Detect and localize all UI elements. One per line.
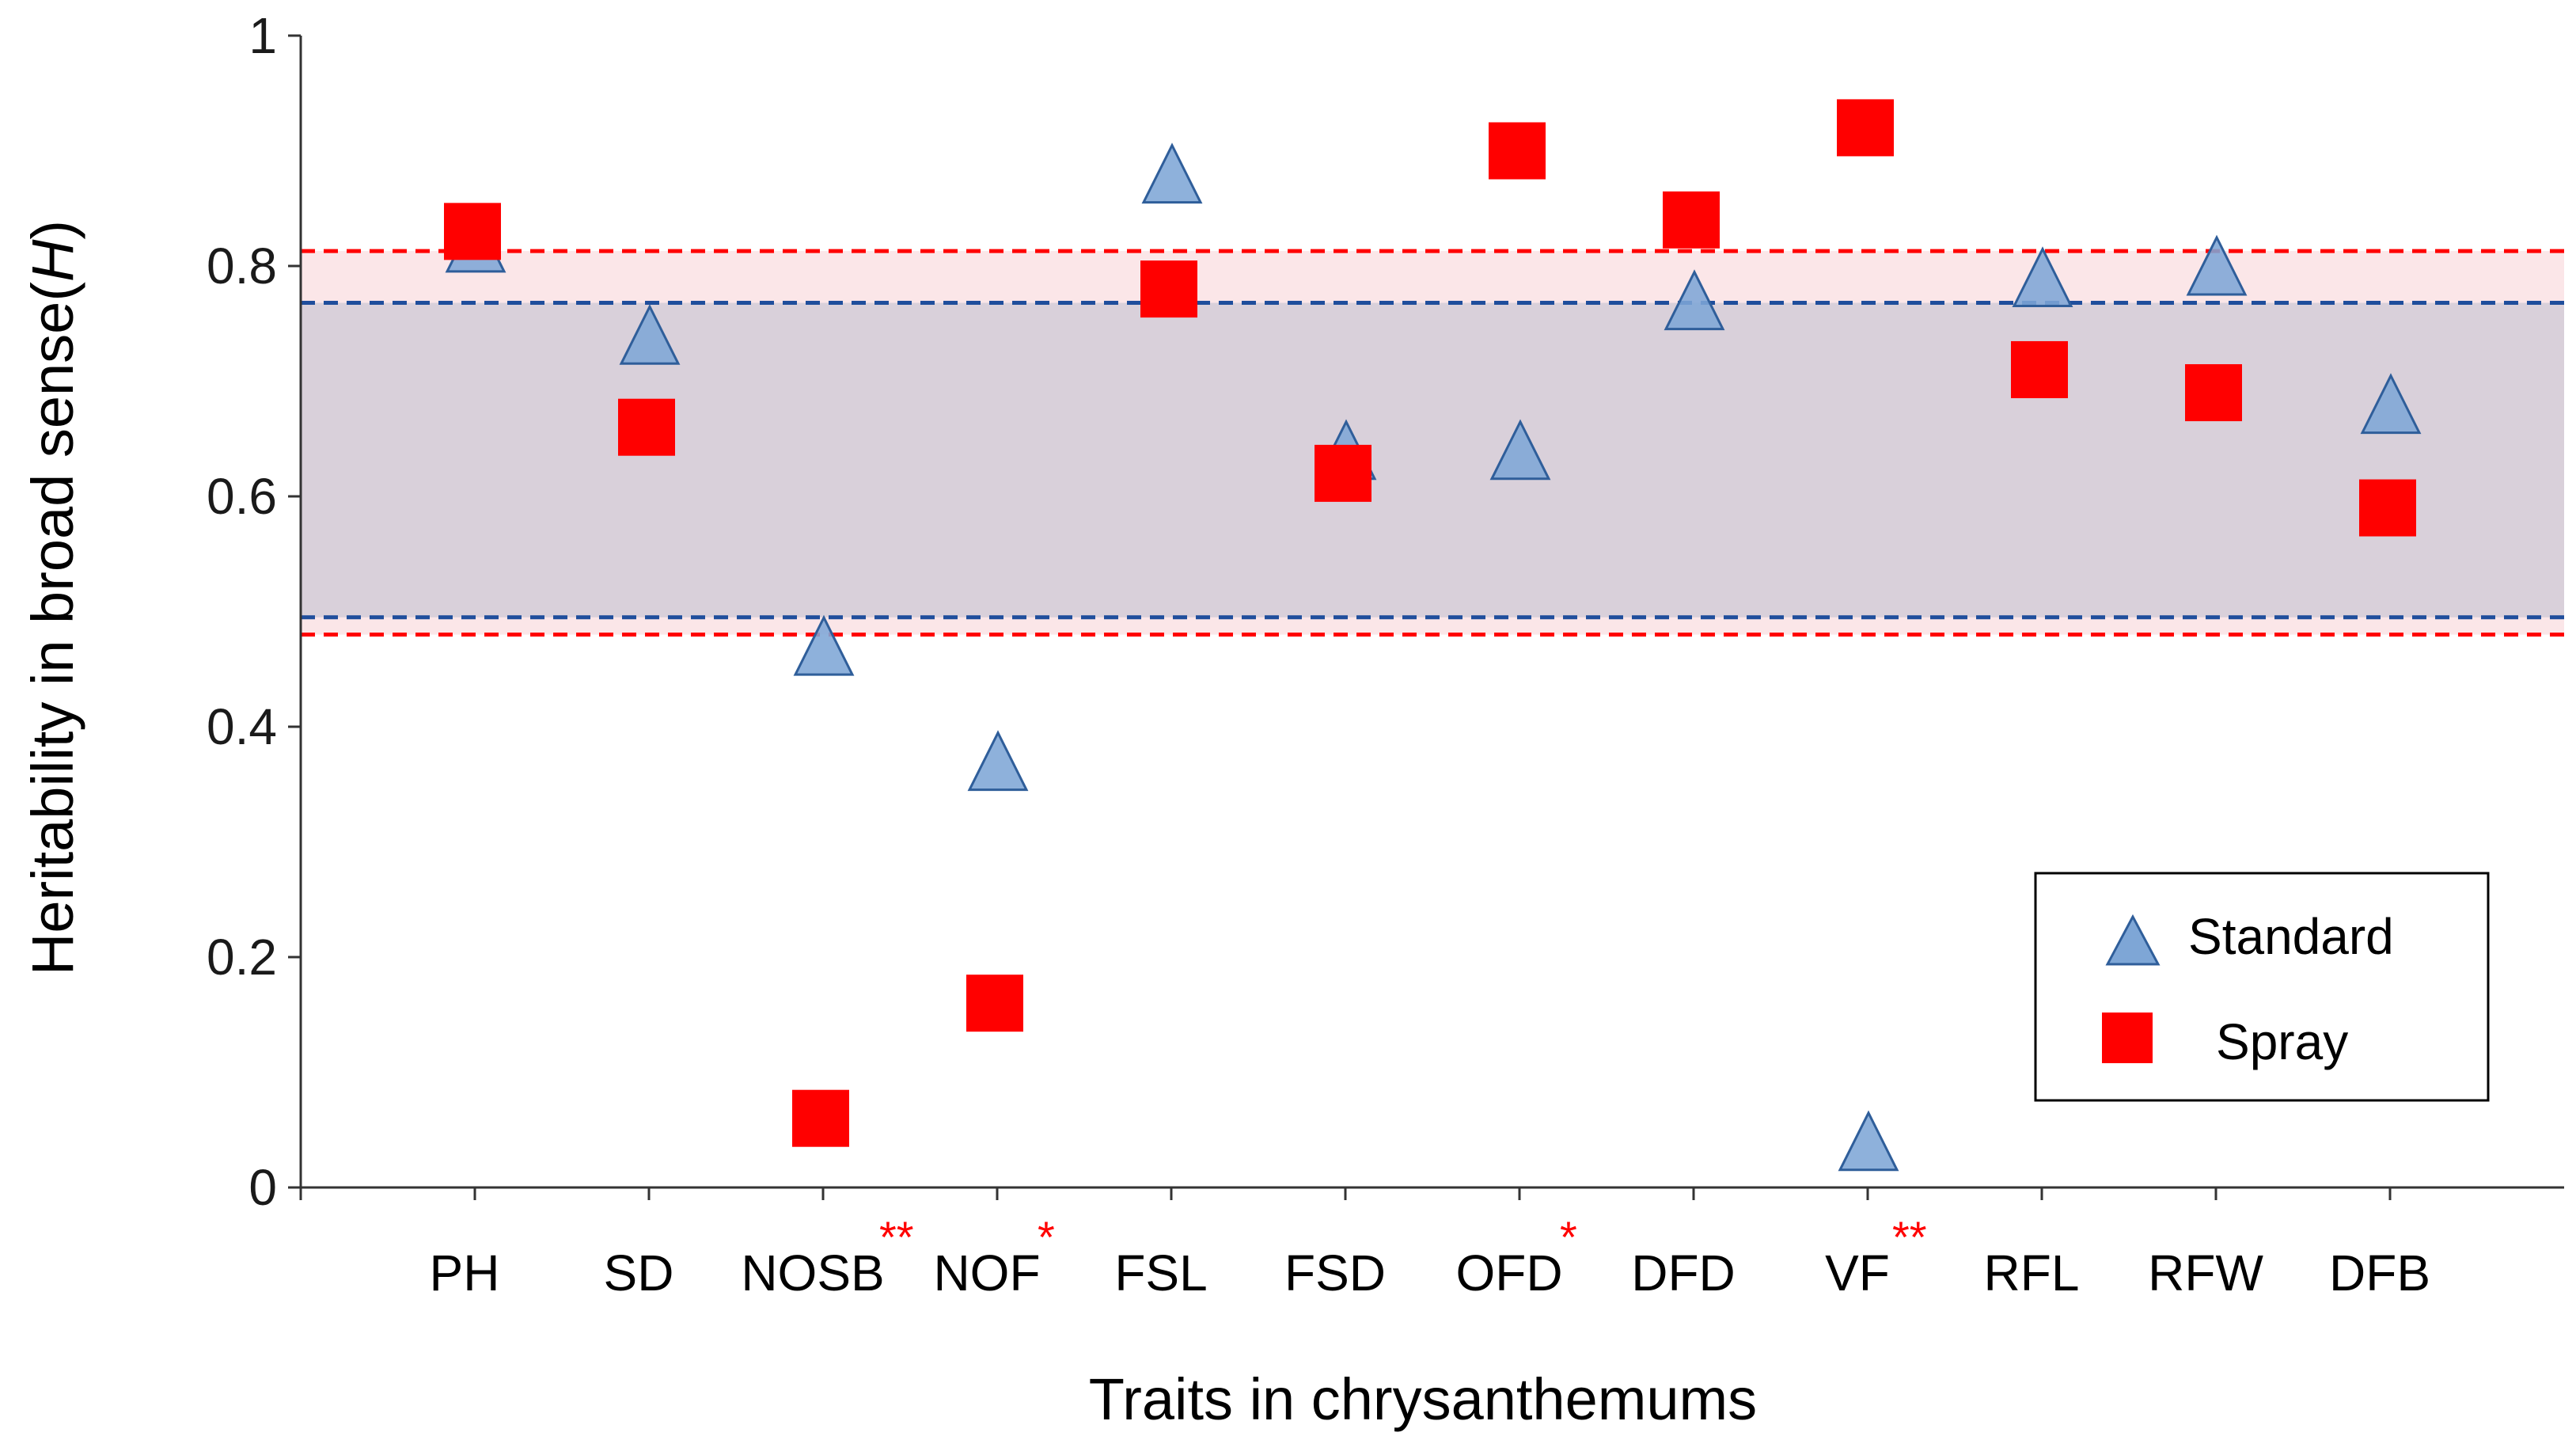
category-label: NOSB xyxy=(741,1244,884,1301)
category-label: NOF xyxy=(933,1244,1040,1301)
y-tick-label: 1 xyxy=(248,7,277,64)
spray-point-vf xyxy=(1837,99,1894,157)
category-label: FSL xyxy=(1114,1244,1207,1301)
spray-point-rfl xyxy=(2011,340,2068,398)
category-label: SD xyxy=(604,1244,674,1301)
category-label: OFD xyxy=(1455,1244,1562,1301)
y-axis-title-main: Heritability in broad sense( xyxy=(20,282,85,975)
standard-point-nosb xyxy=(793,614,855,676)
legend-standard-marker xyxy=(2105,914,2161,966)
legend: Standard Spray xyxy=(2034,872,2490,1102)
x-axis-title: Traits in chrysanthemums xyxy=(1089,1366,1757,1432)
spray-point-fsl xyxy=(1140,260,1197,318)
spray-point-ph xyxy=(444,203,501,260)
legend-spray-marker xyxy=(2102,1013,2153,1063)
standard-point-vf xyxy=(1838,1110,1899,1172)
standard-point-nof xyxy=(967,730,1029,792)
significance-mark: * xyxy=(1560,1212,1577,1262)
standard-band-fill xyxy=(301,302,2564,617)
standard-point-ofd xyxy=(1489,419,1551,481)
significance-mark: * xyxy=(1038,1212,1055,1262)
spray-point-fsd xyxy=(1315,444,1371,502)
legend-spray-label: Spray xyxy=(2216,1013,2348,1070)
spray-point-dfd xyxy=(1663,191,1720,249)
standard-point-rfl xyxy=(2012,246,2073,308)
category-label: RFL xyxy=(1984,1244,2080,1301)
standard-point-sd xyxy=(619,303,681,365)
significance-mark: ** xyxy=(1892,1212,1927,1262)
category-label: DFD xyxy=(1631,1244,1736,1301)
y-tick-label: 0 xyxy=(248,1159,277,1216)
spray-point-rfw xyxy=(2185,364,2242,422)
reference-bands xyxy=(301,249,2564,637)
spray-point-sd xyxy=(618,398,675,456)
y-tick-label: 0.6 xyxy=(207,468,277,525)
standard-point-dfb xyxy=(2360,373,2422,435)
y-axis-title: Heritability in broad sense(H) xyxy=(20,220,85,975)
y-tick-label: 0.2 xyxy=(207,929,277,986)
y-tick-label: 0.8 xyxy=(207,237,277,294)
standard-point-fsl xyxy=(1141,142,1203,204)
category-label: DFB xyxy=(2329,1244,2430,1301)
standard-point-rfw xyxy=(2186,234,2248,296)
significance-mark: ** xyxy=(879,1212,914,1262)
spray-point-ofd xyxy=(1489,122,1546,180)
category-label: RFW xyxy=(2148,1244,2263,1301)
y-axis-title-italic: H xyxy=(20,239,85,282)
spray-point-nof xyxy=(966,975,1023,1032)
data-points xyxy=(444,99,2422,1172)
category-label: FSD xyxy=(1284,1244,1386,1301)
spray-point-dfb xyxy=(2359,479,2416,537)
category-label: PH xyxy=(430,1244,500,1301)
x-axis: PH SD NOSB**NOF*FSL FSD OFD*DFD VF**RFL RFW DFB xyxy=(299,1186,2564,1301)
y-axis-title-end: ) xyxy=(20,220,85,240)
spray-point-nosb xyxy=(792,1089,849,1147)
legend-standard-label: Standard xyxy=(2188,908,2394,965)
category-label: VF xyxy=(1825,1244,1890,1301)
y-axis: 0 0.2 0.4 0.6 0.8 1 xyxy=(207,7,302,1216)
standard-point-dfd xyxy=(1664,269,1725,331)
y-tick-label: 0.4 xyxy=(207,698,277,755)
